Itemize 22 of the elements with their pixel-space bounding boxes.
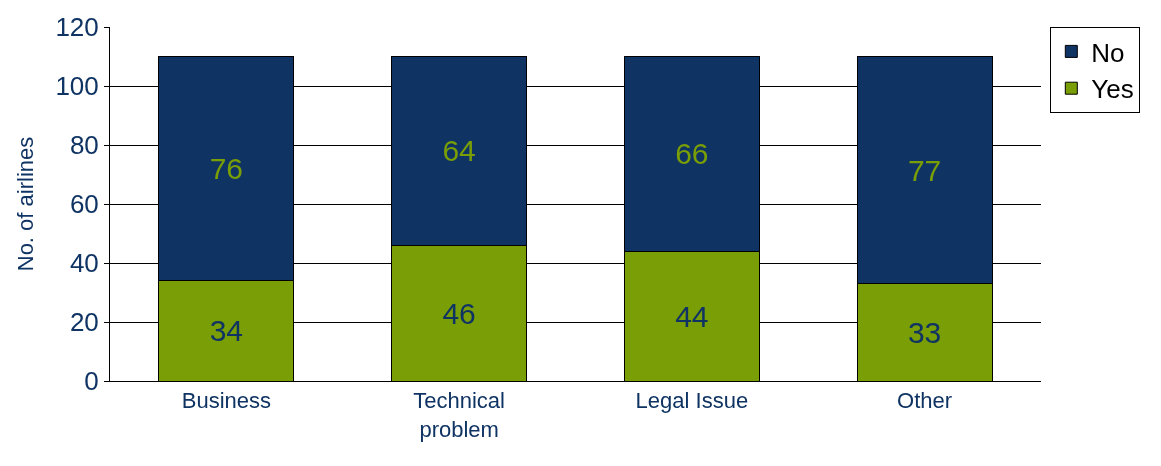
legend-label: No xyxy=(1091,37,1125,68)
y-tick-label: 100 xyxy=(55,71,99,102)
data-label: 64 xyxy=(442,134,476,168)
legend-label: Yes xyxy=(1091,74,1134,105)
y-tick-label: 40 xyxy=(69,248,99,279)
x-tick-label: Technical problem xyxy=(413,388,505,442)
x-tick-label: Other xyxy=(897,388,953,414)
data-label: 44 xyxy=(675,299,709,333)
data-label: 33 xyxy=(907,315,942,349)
y-tick-label: 0 xyxy=(84,366,99,397)
data-label: 46 xyxy=(442,296,476,330)
x-tick-label: Business xyxy=(181,388,272,414)
x-tick-label: Legal Issue xyxy=(635,388,749,414)
data-label: 77 xyxy=(907,153,942,187)
y-axis-title: No. of airlines xyxy=(13,136,39,272)
data-label: 66 xyxy=(675,137,709,171)
data-label: 34 xyxy=(209,314,244,348)
data-label: 76 xyxy=(209,152,244,186)
y-tick-label: 60 xyxy=(69,189,99,220)
y-tick-label: 20 xyxy=(69,307,99,338)
y-tick-label: 80 xyxy=(69,130,99,161)
y-tick-label: 120 xyxy=(55,12,99,43)
